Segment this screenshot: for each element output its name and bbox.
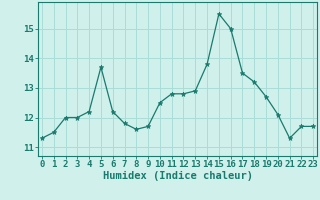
X-axis label: Humidex (Indice chaleur): Humidex (Indice chaleur)	[103, 171, 252, 181]
